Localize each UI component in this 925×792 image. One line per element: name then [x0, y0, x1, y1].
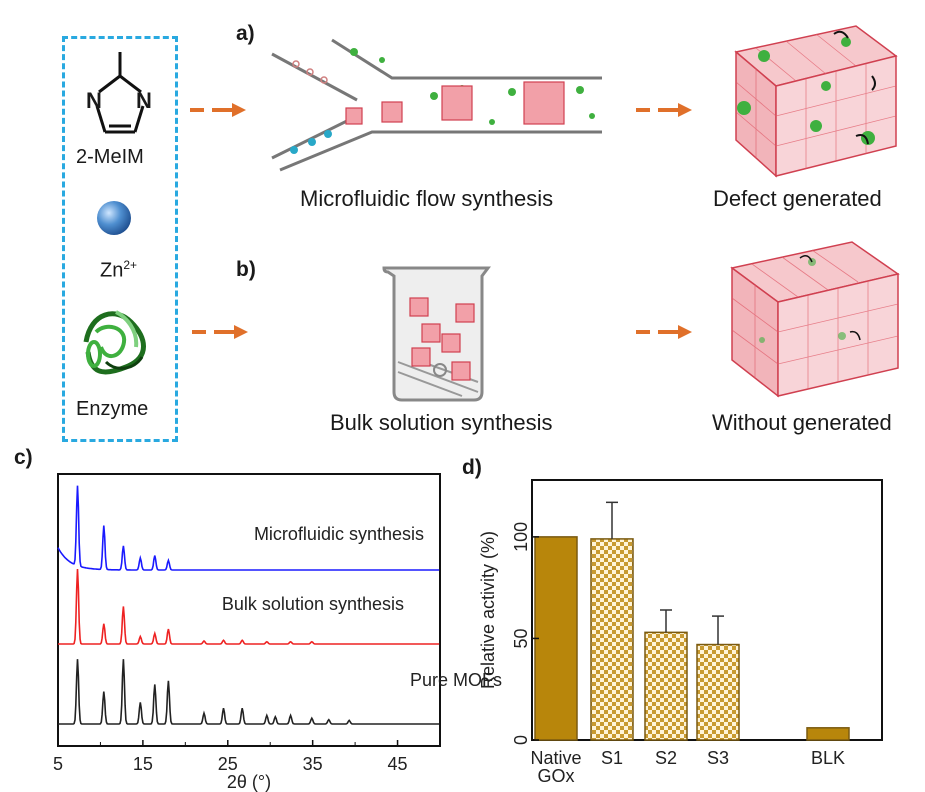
panel-c-label: c)	[14, 446, 33, 469]
bar-1	[590, 538, 634, 741]
panel-b-label: b)	[236, 258, 256, 281]
intact-mof-cube	[730, 241, 900, 398]
xrd-series-label: Microfluidic synthesis	[254, 524, 424, 544]
xrd-chart: Microfluidic synthesis Bulk solution synt…	[53, 473, 502, 792]
plot-frame	[57, 473, 441, 747]
bar-0	[534, 536, 578, 741]
x-tick-label: 15	[133, 754, 153, 774]
arrow-icon	[192, 325, 248, 339]
x-tick-label: 35	[303, 754, 323, 774]
category-label: S3	[707, 748, 729, 768]
category-label: S1	[601, 748, 623, 768]
panel-a-result: Defect generated	[713, 186, 882, 211]
y-tick-label: 0	[511, 735, 531, 745]
category-label: S2	[655, 748, 677, 768]
xrd-series-line	[57, 485, 440, 571]
arrow-icon	[636, 325, 692, 339]
2-methylimidazole-structure	[95, 52, 145, 134]
defect-mof-cube	[734, 25, 898, 178]
molecule-n-left: N	[86, 88, 102, 113]
xrd-series-line	[58, 659, 440, 725]
xrd-series-label: Pure MOFs	[410, 670, 502, 690]
xrd-series-label: Bulk solution synthesis	[222, 594, 404, 614]
x-tick-label: 5	[53, 754, 63, 774]
microfluidic-channel	[271, 38, 602, 172]
panel-b-caption: Bulk solution synthesis	[330, 410, 553, 435]
arrow-icon	[636, 103, 692, 117]
metal-label: Zn2+	[100, 258, 137, 283]
metal-symbol: Zn	[100, 259, 124, 282]
y-tick-label: 100	[511, 522, 531, 552]
x-tick-label: 45	[388, 754, 408, 774]
panel-a-label: a)	[236, 22, 255, 45]
panel-d-label: d)	[462, 456, 482, 479]
bar-4	[806, 727, 850, 741]
ligand-label: 2-MeIM	[76, 146, 144, 168]
enzyme-label: Enzyme	[76, 398, 149, 420]
xrd-series-line	[58, 568, 440, 645]
category-label: BLK	[811, 748, 845, 768]
molecule-n-right: N	[136, 88, 152, 113]
x-tick-label: 25	[218, 754, 238, 774]
bar-3	[696, 643, 740, 741]
reagent-box	[62, 36, 178, 442]
metal-charge: 2+	[123, 258, 138, 272]
panel-b-result: Without generated	[712, 410, 892, 435]
x-axis-label: 2θ (°)	[227, 772, 271, 792]
zinc-ion-sphere	[97, 201, 131, 235]
arrow-icon	[190, 103, 246, 117]
panel-a-caption: Microfluidic flow synthesis	[300, 186, 554, 211]
beaker-icon	[382, 266, 491, 402]
category-label: Native	[530, 748, 581, 768]
category-label: GOx	[537, 766, 574, 786]
y-axis-label: Relative activity (%)	[478, 531, 498, 689]
enzyme-ribbon-icon	[83, 310, 146, 375]
y-tick-label: 50	[511, 628, 531, 648]
bar-2	[644, 631, 688, 741]
